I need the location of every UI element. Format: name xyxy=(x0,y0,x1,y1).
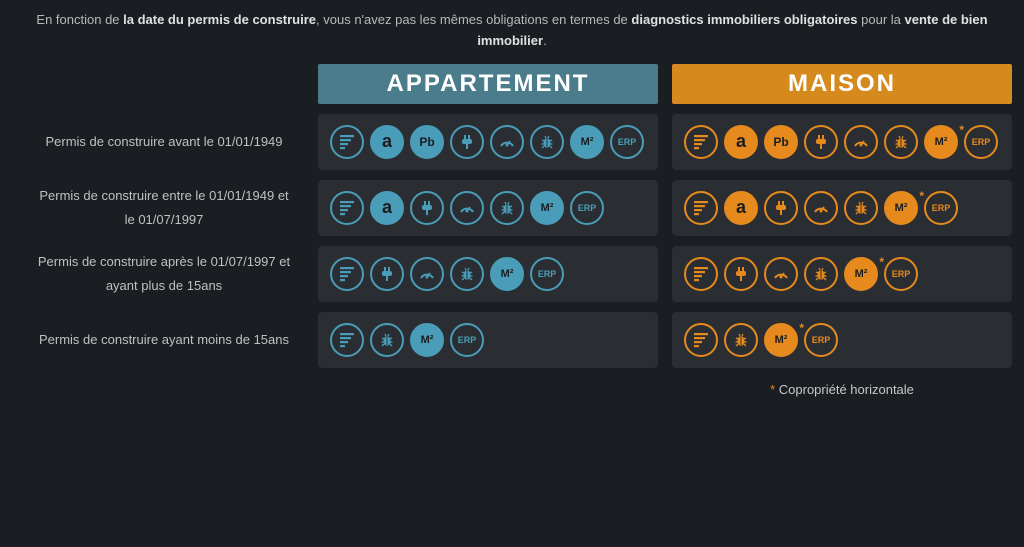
elec-icon xyxy=(764,191,798,225)
a-icon: a xyxy=(370,191,404,225)
m2-icon: M² xyxy=(490,257,524,291)
bug-icon xyxy=(724,323,758,357)
a-icon: a xyxy=(724,191,758,225)
bug-icon xyxy=(804,257,838,291)
gas-icon xyxy=(410,257,444,291)
erp-icon: ERP xyxy=(610,125,644,159)
row-label-3: Permis de construire ayant moins de 15an… xyxy=(24,312,304,368)
row-label-1: Permis de construire entre le 01/01/1949… xyxy=(24,180,304,236)
cell-r1-house: a M²*ERP xyxy=(672,180,1012,236)
footnote: * Copropriété horizontale xyxy=(672,378,1012,397)
m2-icon: M² xyxy=(530,191,564,225)
bug-icon xyxy=(530,125,564,159)
a-icon: a xyxy=(724,125,758,159)
gas-icon xyxy=(490,125,524,159)
pb-icon: Pb xyxy=(410,125,444,159)
bug-icon xyxy=(884,125,918,159)
erp-icon: ERP xyxy=(884,257,918,291)
a-icon: a xyxy=(370,125,404,159)
intro-text: En fonction de la date du permis de cons… xyxy=(0,0,1024,58)
row-label-2: Permis de construire après le 01/07/1997… xyxy=(24,246,304,302)
dpe-icon xyxy=(330,257,364,291)
erp-icon: ERP xyxy=(804,323,838,357)
header-maison: MAISON xyxy=(672,64,1012,104)
cell-r2-appt: M²ERP xyxy=(318,246,658,302)
m2-icon: M²* xyxy=(844,257,878,291)
m2-icon: M²* xyxy=(924,125,958,159)
gas-icon xyxy=(764,257,798,291)
row-label-0: Permis de construire avant le 01/01/1949 xyxy=(24,114,304,170)
cell-r0-house: aPb M²*ERP xyxy=(672,114,1012,170)
elec-icon xyxy=(410,191,444,225)
m2-icon: M²* xyxy=(764,323,798,357)
bug-icon xyxy=(490,191,524,225)
cell-r2-house: M²*ERP xyxy=(672,246,1012,302)
elec-icon xyxy=(804,125,838,159)
bug-icon xyxy=(844,191,878,225)
cell-r1-appt: a M²ERP xyxy=(318,180,658,236)
erp-icon: ERP xyxy=(450,323,484,357)
diagnostics-table: APPARTEMENT MAISON Permis de construire … xyxy=(0,58,1024,397)
erp-icon: ERP xyxy=(570,191,604,225)
erp-icon: ERP xyxy=(924,191,958,225)
dpe-icon xyxy=(684,323,718,357)
cell-r3-house: M²*ERP xyxy=(672,312,1012,368)
elec-icon xyxy=(370,257,404,291)
dpe-icon xyxy=(684,125,718,159)
m2-icon: M² xyxy=(570,125,604,159)
gas-icon xyxy=(450,191,484,225)
gas-icon xyxy=(844,125,878,159)
m2-icon: M²* xyxy=(884,191,918,225)
dpe-icon xyxy=(684,257,718,291)
elec-icon xyxy=(450,125,484,159)
erp-icon: ERP xyxy=(530,257,564,291)
gas-icon xyxy=(804,191,838,225)
cell-r0-appt: aPb M²ERP xyxy=(318,114,658,170)
pb-icon: Pb xyxy=(764,125,798,159)
bug-icon xyxy=(450,257,484,291)
bug-icon xyxy=(370,323,404,357)
dpe-icon xyxy=(330,323,364,357)
dpe-icon xyxy=(330,125,364,159)
erp-icon: ERP xyxy=(964,125,998,159)
elec-icon xyxy=(724,257,758,291)
dpe-icon xyxy=(684,191,718,225)
m2-icon: M² xyxy=(410,323,444,357)
header-appartement: APPARTEMENT xyxy=(318,64,658,104)
dpe-icon xyxy=(330,191,364,225)
cell-r3-appt: M²ERP xyxy=(318,312,658,368)
